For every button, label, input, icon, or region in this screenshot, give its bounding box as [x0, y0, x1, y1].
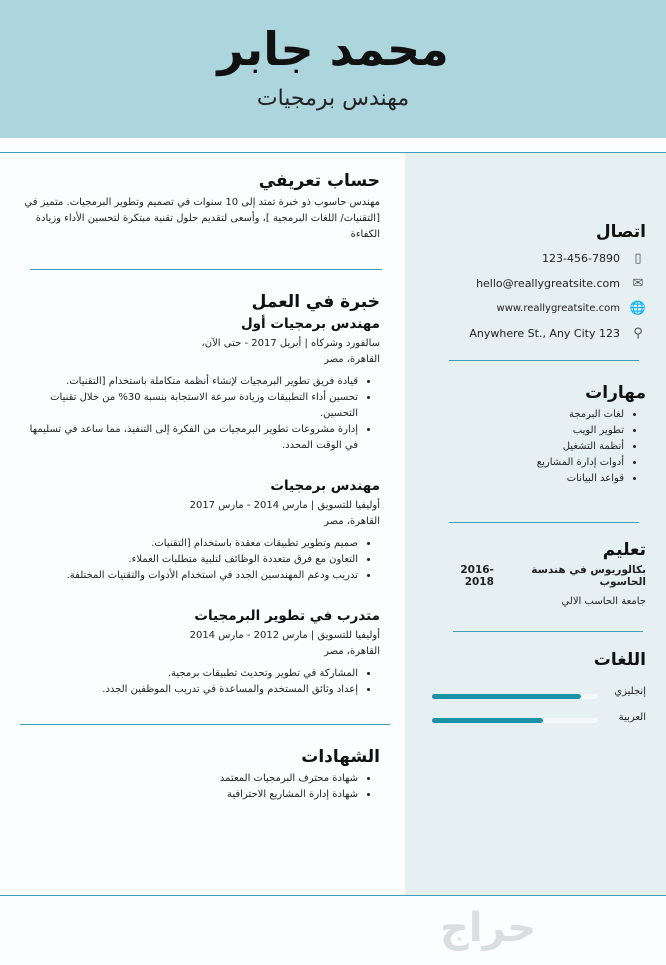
job-company: سالفورد وشركاه | أبريل 2017 - حتى الآن، [201, 338, 380, 349]
job-location: القاهرة، مصر [324, 646, 380, 657]
divider [0, 152, 666, 153]
certificate-item: شهادة محترف البرمجيات المعتمد [20, 771, 358, 787]
section-heading: الشهادات [301, 747, 380, 767]
languages-section: اللغات إنجليزي العربية [426, 650, 646, 726]
sidebar [405, 153, 666, 895]
job-company: أوليفيا للتسويق | مارس 2014 - مارس 2017 [189, 500, 380, 511]
section-heading: خبرة في العمل [251, 292, 380, 312]
job-company: أوليفيا للتسويق | مارس 2012 - مارس 2014 [189, 630, 380, 641]
section-heading: اللغات [593, 650, 646, 670]
language-name: العربية [618, 712, 646, 723]
section-heading: تعليم [602, 540, 646, 560]
divider [449, 360, 639, 361]
envelope-icon: ✉ [632, 276, 644, 291]
contact-email[interactable]: ✉ hello@reallygreatsite.com [426, 271, 646, 296]
skill-item: تطوير الويب [426, 423, 624, 439]
language-level-bar [432, 718, 598, 723]
divider [449, 522, 639, 523]
education-years: 2016-2018 [460, 564, 494, 588]
watermark-logo: حراج [440, 905, 537, 951]
job-entry: مهندس برمجيات أوليفيا للتسويق | مارس 201… [20, 478, 380, 584]
education-section: تعليم بكالوريوس في هندسة الحاسوب 2016-20… [416, 540, 646, 610]
job-entry: متدرب في تطوير البرمجيات أوليفيا للتسويق… [20, 608, 380, 698]
divider [30, 269, 382, 270]
job-bullet: إدارة مشروعات تطوير البرمجيات من الفكرة … [20, 422, 358, 454]
certificate-item: شهادة إدارة المشاريع الاحترافية [20, 787, 358, 803]
website-text: www.reallygreatsite.com [496, 303, 620, 314]
job-location: القاهرة، مصر [324, 516, 380, 527]
skill-item: أنظمة التشغيل [426, 439, 624, 455]
language-level-fill [432, 718, 544, 723]
location-pin-icon: ⚲ [633, 326, 643, 341]
skills-section: مهارات لغات البرمجة تطوير الويب أنظمة ال… [426, 383, 646, 487]
header: محمد جابر مهندس برمجيات [0, 0, 666, 138]
main-column: حساب تعريفي مهندس حاسوب ذو خبرة تمتد إلى… [20, 153, 390, 803]
person-name: محمد جابر [217, 22, 449, 76]
contact-phone: ▯ 123-456-7890 [426, 246, 646, 271]
divider [20, 724, 390, 725]
job-title: متدرب في تطوير البرمجيات [194, 608, 380, 624]
school: جامعة الحاسب الالي [561, 596, 646, 607]
job-bullet: التعاون مع فرق متعددة الوظائف لتلبية متط… [20, 552, 358, 568]
address-text: 123 Anywhere St., Any City [469, 327, 620, 340]
divider [453, 631, 643, 632]
job-bullet: إعداد وثائق المستخدم والمساعدة في تدريب … [20, 682, 358, 698]
job-bullet: المشاركة في تطوير وتحديث تطبيقات برمجية. [20, 666, 358, 682]
contact-website[interactable]: 🌐 www.reallygreatsite.com [426, 296, 646, 321]
skill-item: أدوات إدارة المشاريع [426, 455, 624, 471]
job-entry: مهندس برمجيات أول سالفورد وشركاه | أبريل… [20, 316, 380, 454]
job-bullet: تحسين أداء التطبيقات وزيادة سرعة الاستجا… [20, 390, 358, 422]
language-level-fill [432, 694, 582, 699]
language-name: إنجليزي [614, 686, 646, 697]
skill-item: لغات البرمجة [426, 407, 624, 423]
job-title: مهندس برمجيات [270, 478, 380, 494]
profile-section: حساب تعريفي مهندس حاسوب ذو خبرة تمتد إلى… [20, 171, 390, 243]
section-heading: حساب تعريفي [258, 171, 380, 191]
job-title: مهندس برمجيات أول [240, 316, 380, 332]
section-heading: مهارات [585, 383, 646, 403]
contact-address: ⚲ 123 Anywhere St., Any City [426, 321, 646, 346]
job-bullet: صميم وتطوير تطبيقات معقدة باستخدام [التق… [20, 536, 358, 552]
divider [0, 895, 666, 896]
job-bullet: تدريب ودعم المهندسين الجدد في استخدام ال… [20, 568, 358, 584]
certificates-section: الشهادات شهادة محترف البرمجيات المعتمدشه… [20, 747, 390, 803]
phone-text: 123-456-7890 [542, 252, 620, 265]
skill-item: قواعد البيانات [426, 471, 624, 487]
experience-section: خبرة في العمل مهندس برمجيات أول سالفورد … [20, 292, 390, 698]
degree: بكالوريوس في هندسة الحاسوب [531, 564, 646, 588]
email-text: hello@reallygreatsite.com [476, 277, 620, 290]
job-bullet: قيادة فريق تطوير البرمجيات لإنشاء أنظمة … [20, 374, 358, 390]
section-heading: اتصال [595, 222, 646, 242]
globe-icon: 🌐 [629, 301, 646, 316]
phone-icon: ▯ [634, 251, 642, 266]
contact-section: اتصال ▯ 123-456-7890 ✉ hello@reallygreatsi… [426, 222, 646, 346]
language-level-bar [432, 694, 598, 699]
profile-text: مهندس حاسوب ذو خبرة تمتد إلى 10 سنوات في… [24, 197, 380, 240]
job-location: القاهرة، مصر [324, 354, 380, 365]
job-title: مهندس برمجيات [256, 86, 410, 111]
